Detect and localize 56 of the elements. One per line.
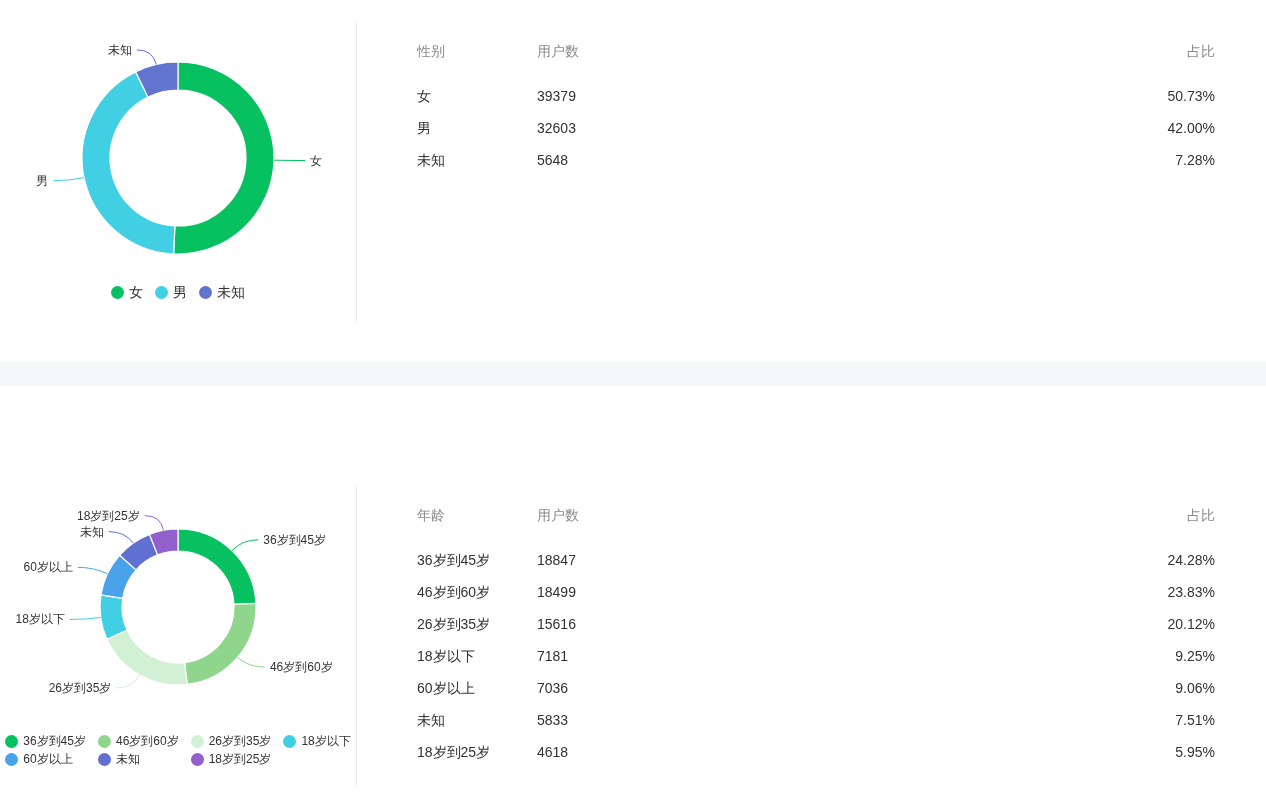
text: 占比 [1187,42,1215,60]
category-label: 未知 [417,711,445,729]
legend-label: 46岁到60岁 [115,733,179,749]
legend-label: 男 [173,284,187,300]
text: 用户数 [537,42,579,60]
category-label: 46岁到60岁 [417,583,491,601]
text: 性别 [417,42,445,60]
data-label: 9.25% [1175,647,1215,665]
text: 年龄 [417,506,445,524]
slice-label: 46岁到60岁 [269,660,333,675]
data-label: 23.83% [1167,583,1215,601]
slice-label: 26岁到35岁 [48,681,112,696]
slice-label: 未知 [79,524,104,539]
data-label: 20.12% [1167,615,1215,633]
legend-label: 60岁以上 [23,751,73,767]
data-label: 18499 [537,583,576,601]
slice-label: 36岁到45岁 [263,532,326,547]
data-label: 4618 [537,743,569,761]
data-label: 15616 [537,615,576,633]
legend-label: 女 [129,284,143,300]
category-label: 女 [417,87,431,105]
data-label: 24.28% [1167,551,1215,569]
category-label: 男 [417,119,431,137]
slice-label: 18岁以下 [15,612,65,627]
data-label: 7.51% [1175,711,1215,729]
data-label: 9.06% [1175,679,1215,697]
data-label: 5648 [537,151,569,169]
data-label: 7036 [537,679,569,697]
data-label: 18847 [537,551,576,569]
data-label: 5.95% [1175,743,1215,761]
data-label: 32603 [537,119,576,137]
legend-label: 18岁到25岁 [208,751,272,767]
data-label: 42.00% [1167,119,1215,137]
legend-label: 18岁以下 [301,733,351,749]
text: 用户数 [537,506,579,524]
category-label: 36岁到45岁 [417,551,491,569]
category-label: 18岁以下 [417,647,475,665]
slice-label: 60岁以上 [23,560,73,575]
legend-label: 36岁到45岁 [23,733,86,749]
slice-label: 18岁到25岁 [77,508,140,523]
legend-label: 26岁到35岁 [208,733,272,749]
slice-label: 女 [309,153,322,168]
category-label: 26岁到35岁 [417,615,491,633]
category-label: 60岁以上 [417,679,475,697]
data-label: 7.28% [1175,151,1215,169]
text: 占比 [1187,506,1215,524]
legend-label: 未知 [217,284,245,300]
data-label: 39379 [537,87,576,105]
slice-label: 未知 [107,42,132,57]
data-label: 5833 [537,711,569,729]
category-label: 18岁到25岁 [417,743,491,761]
category-label: 未知 [417,151,445,169]
slice-label: 男 [36,173,49,188]
data-label: 7181 [537,647,569,665]
legend-label: 未知 [115,751,140,767]
data-label: 50.73% [1167,87,1215,105]
